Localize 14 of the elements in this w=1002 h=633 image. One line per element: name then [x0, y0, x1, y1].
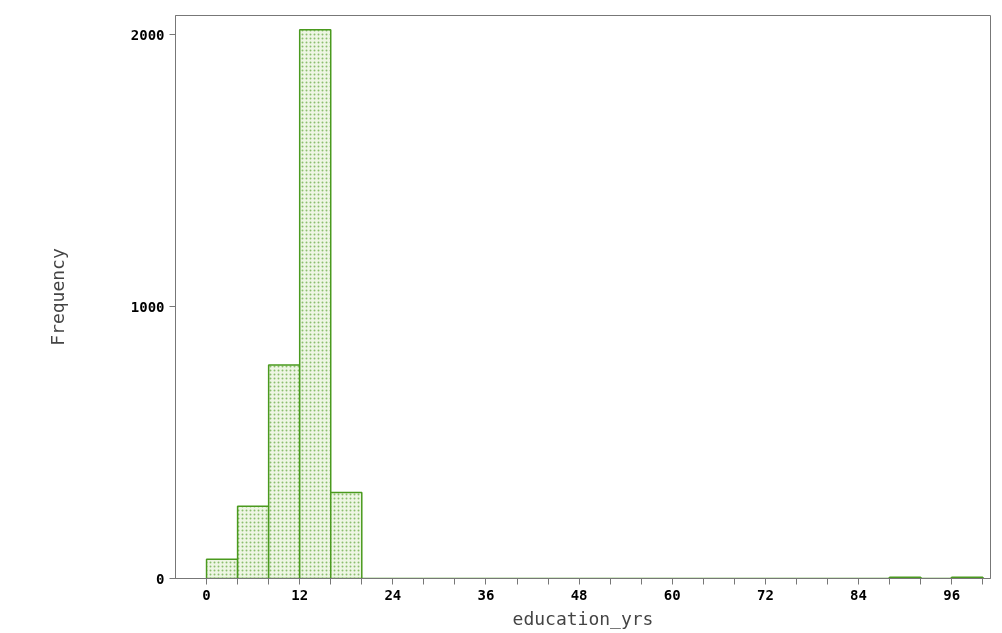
x-tick-label: 12 [291, 586, 309, 603]
x-tick-label: 60 [663, 586, 681, 603]
x-axis-title: education_yrs [512, 607, 654, 629]
x-tick-label: 84 [850, 586, 867, 603]
y-tick-label: 0 [156, 570, 165, 587]
x-tick-label: 48 [570, 586, 588, 603]
x-tick-label: 0 [202, 586, 211, 603]
y-tick-label: 2000 [130, 26, 165, 43]
x-tick-label: 72 [756, 586, 774, 603]
x-tick-label: 24 [384, 586, 402, 603]
x-tick-label: 36 [477, 586, 495, 603]
y-tick-label: 1000 [130, 298, 165, 315]
y-axis-title: Frequency [46, 248, 68, 346]
x-tick-label: 96 [943, 586, 961, 603]
